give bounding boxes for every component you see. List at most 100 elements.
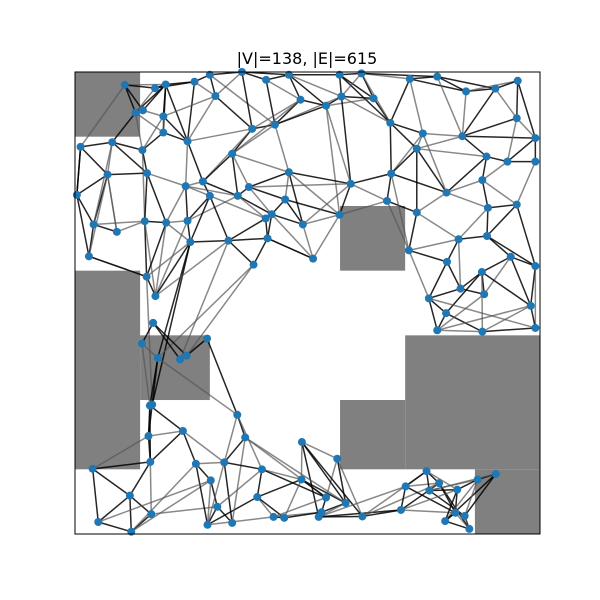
graph-edge (257, 478, 302, 498)
graph-edge (461, 135, 488, 158)
graph-node (401, 482, 410, 491)
graph-edge (157, 357, 238, 416)
graph-edge (76, 146, 82, 195)
graph-edge (437, 329, 483, 333)
graph-edge (231, 437, 246, 524)
graph-edge (510, 256, 532, 307)
graph-edge (408, 212, 418, 251)
graph-node (183, 137, 192, 146)
graph-node (456, 284, 465, 293)
graph-node (147, 510, 156, 519)
graph-node (248, 124, 257, 133)
graph-edge (436, 76, 464, 137)
graph-edge (144, 221, 148, 277)
graph-edge (458, 235, 488, 240)
graph-edge (429, 488, 458, 492)
graph-edge (516, 204, 537, 267)
graph-edge (266, 214, 273, 239)
graph-edge (141, 115, 164, 151)
graph-edge (338, 183, 352, 216)
graph-edge (92, 468, 131, 497)
graph-node (233, 410, 242, 419)
graph-edge (416, 191, 447, 214)
graph-node (284, 168, 293, 177)
graph-node (337, 92, 346, 101)
graph-node (473, 475, 482, 484)
graph-edge (164, 84, 189, 142)
graph-node (125, 491, 134, 500)
graph-edge (288, 171, 351, 185)
graph-edge (130, 463, 197, 533)
graph-edge (437, 305, 531, 331)
graph-edge (302, 224, 314, 259)
graph-edge (112, 141, 143, 151)
graph-edge (261, 468, 327, 499)
graph-edge (134, 87, 156, 114)
graph-edge (390, 132, 424, 175)
graph-edge (76, 173, 108, 196)
graph-edge (483, 256, 512, 295)
graph-edge (129, 461, 151, 497)
graph-node (103, 170, 112, 179)
graph-node (211, 92, 220, 101)
graph-edge (185, 264, 255, 357)
graph-node (148, 400, 157, 409)
graph-node (477, 268, 486, 277)
graph-edge (210, 480, 219, 507)
graph-edge (288, 172, 304, 225)
graph-edge (400, 486, 407, 511)
graph-edge (465, 80, 518, 93)
graph-edge (146, 172, 186, 187)
graph-node (284, 70, 293, 79)
graph-node (143, 169, 152, 178)
graph-edge (265, 79, 301, 101)
graph-edge (336, 458, 364, 517)
graph-edge (361, 72, 438, 78)
graph-node (267, 210, 276, 219)
graph-edge (516, 161, 537, 205)
graph-edge (252, 237, 269, 266)
graph-edge (165, 222, 191, 243)
graph-node (108, 138, 117, 147)
graph-node (443, 257, 451, 266)
graph-edge (152, 322, 181, 360)
graph-edge (214, 95, 253, 130)
graph-edge (445, 312, 483, 333)
graph-edge (460, 271, 483, 290)
graph-edge (386, 200, 418, 214)
graph-edge (487, 203, 517, 209)
graph-edge (416, 211, 460, 240)
graph-edge (76, 194, 95, 225)
graph-edge (93, 223, 118, 233)
graph-edge (302, 214, 340, 226)
graph-edge (416, 148, 448, 194)
graph-edge (144, 221, 157, 297)
graph-edge (486, 207, 489, 237)
graph-node (465, 524, 474, 533)
graph-edge (209, 74, 276, 126)
graph-edge (91, 468, 99, 523)
graph-node (491, 469, 500, 478)
graph-edge (151, 505, 218, 515)
graph-node (297, 438, 306, 447)
graph-edge (141, 131, 164, 151)
graph-edge (422, 133, 448, 193)
graph-node (137, 339, 146, 348)
graph-node (513, 76, 522, 85)
graph-edge (187, 128, 253, 143)
graph-node (261, 214, 270, 223)
graph-edge (529, 265, 537, 306)
graph-node (203, 520, 212, 529)
graph-node (176, 355, 185, 364)
graph-edge (162, 115, 189, 142)
graph-edge (231, 153, 250, 188)
graph-edge (446, 261, 462, 290)
graph-edge (428, 297, 536, 329)
graph-edge (231, 153, 239, 196)
graph-node (228, 518, 237, 527)
graph-edge (214, 71, 243, 97)
graph-edge (80, 146, 109, 176)
graph-edge (409, 75, 438, 80)
graph-node (506, 252, 515, 261)
